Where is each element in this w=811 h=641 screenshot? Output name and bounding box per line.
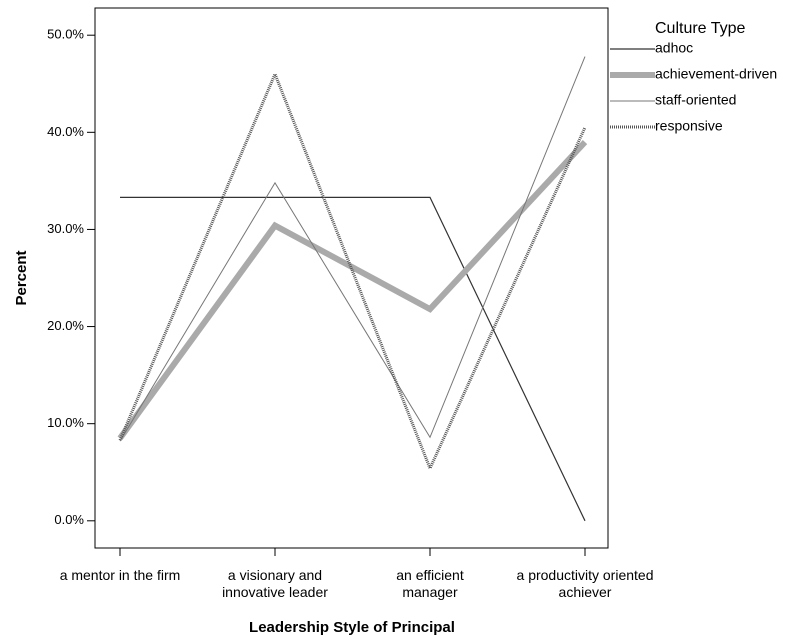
x-tick-label: a productivity oriented achiever bbox=[516, 567, 654, 600]
y-tick-label: 30.0% bbox=[47, 221, 84, 236]
legend-label: responsive bbox=[655, 118, 723, 134]
series-line bbox=[117, 139, 588, 441]
y-tick-label: 20.0% bbox=[47, 318, 84, 333]
series-line bbox=[118, 70, 587, 473]
x-tick-label: a visionary and innovative leader bbox=[222, 567, 328, 600]
legend-label: staff-oriented bbox=[655, 92, 736, 108]
x-tick-label: a mentor in the firm bbox=[59, 567, 181, 583]
y-tick-label: 40.0% bbox=[47, 124, 84, 139]
plot-frame bbox=[94, 7, 609, 549]
y-tick-label: 0.0% bbox=[54, 512, 84, 527]
y-axis-label: Percent bbox=[13, 250, 30, 305]
y-tick-label: 50.0% bbox=[47, 27, 84, 42]
x-tick-label: an efficient manager bbox=[396, 567, 464, 600]
legend-label: adhoc bbox=[655, 40, 693, 56]
series-line bbox=[119, 56, 586, 442]
x-axis-label: Leadership Style of Principal bbox=[249, 619, 455, 636]
y-tick-label: 10.0% bbox=[47, 415, 84, 430]
legend-title: Culture Type bbox=[655, 20, 746, 37]
series-line bbox=[120, 196, 586, 522]
legend-label: achievement-driven bbox=[655, 66, 777, 82]
